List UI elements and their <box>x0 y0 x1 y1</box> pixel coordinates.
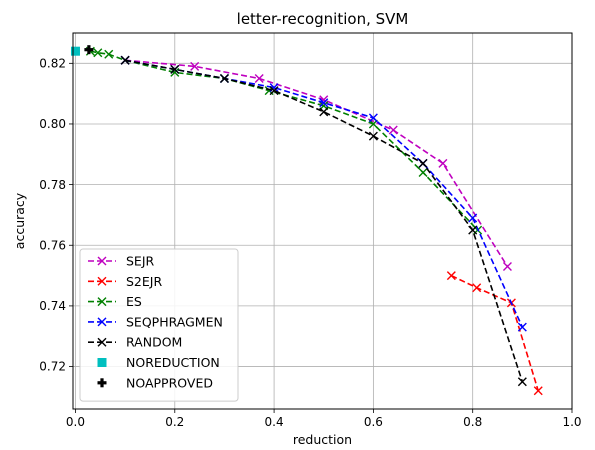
series-line-random <box>124 59 524 382</box>
legend-label: SEQPHRAGMEN <box>126 314 223 329</box>
data-point-s2ejr <box>533 386 543 396</box>
data-point-es <box>170 67 180 77</box>
data-point-sejr <box>388 125 398 135</box>
x-axis-label: reduction <box>293 432 352 447</box>
data-point-random <box>468 225 478 235</box>
data-point-sejr <box>502 261 512 271</box>
data-point-sejr <box>190 61 200 71</box>
legend-item-random: RANDOM <box>88 335 182 350</box>
legend-marker <box>97 276 107 286</box>
legend-item-noapproved: NOAPPROVED <box>97 375 213 390</box>
axes-frame <box>72 32 573 410</box>
series-layer <box>70 45 543 396</box>
x-tick-label: 0.4 <box>265 415 284 429</box>
series-random <box>120 55 527 387</box>
legend-label: S2EJR <box>126 274 162 289</box>
data-point-seqphragmen <box>468 213 478 223</box>
data-point-seqphragmen <box>517 322 527 332</box>
legend-label: ES <box>126 294 142 309</box>
legend-box <box>79 248 239 402</box>
legend-item-seqphragmen: SEQPHRAGMEN <box>88 314 223 329</box>
legend-marker <box>97 256 107 266</box>
legend-label: SEJR <box>126 254 155 269</box>
y-tick-label: 0.72 <box>39 360 66 374</box>
x-tick-label: 1.0 <box>562 415 581 429</box>
legend-marker <box>97 358 107 367</box>
x-tick-label: 0.8 <box>463 415 482 429</box>
y-tick-label: 0.80 <box>39 117 66 131</box>
y-tick-label: 0.82 <box>39 57 66 71</box>
data-point-random <box>368 131 378 141</box>
data-point-noapproved <box>84 45 94 55</box>
data-point-random <box>269 86 279 96</box>
y-tick-label: 0.76 <box>39 238 66 252</box>
x-tick-label: 0.6 <box>364 415 383 429</box>
data-point-sejr <box>438 158 448 168</box>
data-point-random <box>219 73 229 83</box>
legend-marker <box>97 378 107 388</box>
legend: SEJR S2EJR ES SEQPHRAGMEN RANDOM NOREDUCTION N… <box>79 248 239 402</box>
legend-label: RANDOM <box>126 335 182 350</box>
y-axis-label: accuracy <box>12 192 27 249</box>
legend-item-noreduction: NOREDUCTION <box>97 355 220 370</box>
data-point-es <box>104 49 114 59</box>
y-tick-label: 0.74 <box>39 299 66 313</box>
data-point-random <box>120 55 130 65</box>
legend-marker <box>97 317 107 327</box>
legend-marker <box>97 337 107 347</box>
x-tick-label: 0.0 <box>66 415 85 429</box>
series-noapproved <box>84 45 94 55</box>
legend-item-es: ES <box>88 294 142 309</box>
data-point-s2ejr <box>472 283 482 293</box>
data-point-es <box>418 167 428 177</box>
y-tick-label: 0.78 <box>39 178 66 192</box>
data-point-sejr <box>254 73 264 83</box>
data-point-random <box>170 64 180 74</box>
data-point-seqphragmen <box>319 98 329 108</box>
data-point-random <box>517 377 527 387</box>
ticks: 0.0 0.2 0.4 0.6 0.8 1.0 0.72 0.74 0.76 0.78 0.80 0.… <box>39 57 581 429</box>
chart-title: letter-recognition, SVM <box>237 10 409 28</box>
legend-label: NOREDUCTION <box>126 355 220 370</box>
data-point-noreduction <box>70 46 80 56</box>
series-noreduction <box>70 46 80 56</box>
x-tick-label: 0.2 <box>165 415 184 429</box>
legend-item-sejr: SEJR <box>88 254 155 269</box>
data-point-seqphragmen <box>368 113 378 123</box>
legend-label: NOAPPROVED <box>126 375 213 390</box>
data-point-random <box>319 107 329 117</box>
data-point-random <box>418 158 428 168</box>
data-point-s2ejr <box>446 271 456 281</box>
legend-item-s2ejr: S2EJR <box>88 274 162 289</box>
legend-marker <box>97 297 107 307</box>
data-point-es <box>93 48 103 58</box>
